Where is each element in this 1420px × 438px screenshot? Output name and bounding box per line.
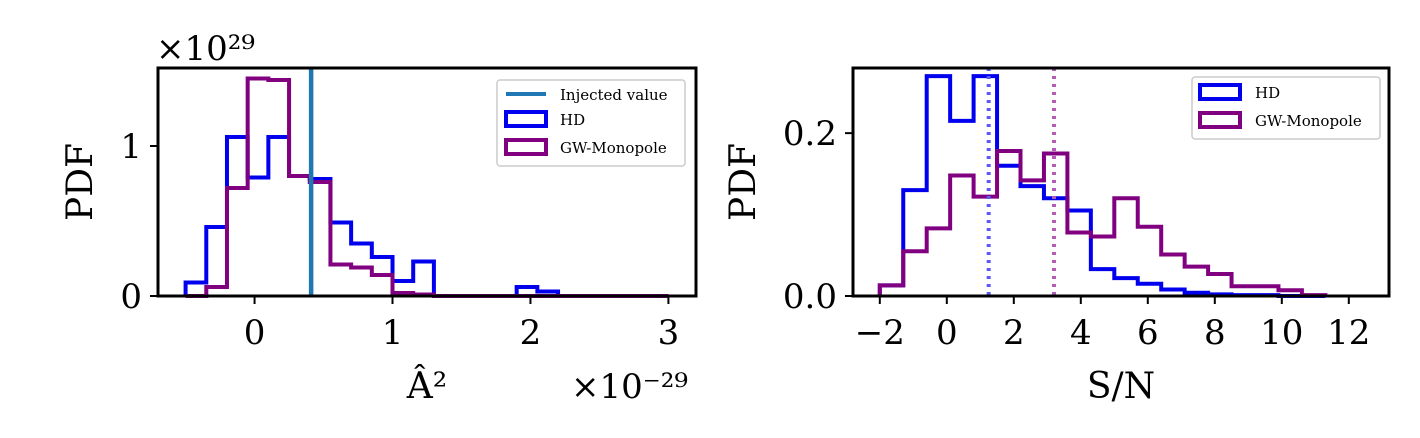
legend-hd-swatch: [504, 110, 548, 128]
right-y-label: PDF: [723, 143, 764, 221]
right-plot-area: [877, 68, 1328, 298]
legend-hd-label: HD: [560, 111, 585, 129]
panel-snr: −2 0 2 4 6 8 10 12 0.0 0.2 S/N PDF HD GW-Monopol…: [723, 66, 1391, 407]
y-tick-label: 0: [120, 277, 142, 317]
legend-monopole-label: GW-Monopole: [1255, 112, 1362, 130]
left-x-multiplier: ×10⁻²⁹: [571, 367, 688, 407]
x-tick-label: 2: [1003, 313, 1025, 353]
right-legend: HD GW-Monopole: [1191, 76, 1381, 140]
legend-hd-swatch: [1198, 83, 1242, 101]
y-tick-label: 1: [120, 127, 142, 167]
right-x-ticks: −2 0 2 4 6 8 10 12: [855, 296, 1370, 353]
left-y-ticks: 01: [120, 127, 158, 317]
x-tick-label: 1: [382, 313, 404, 353]
x-tick-label: 0: [244, 313, 266, 353]
left-axes-frame: [156, 66, 698, 298]
legend-monopole-swatch: [504, 138, 548, 156]
legend-monopole-label: GW-Monopole: [560, 139, 667, 157]
x-tick-label: 2: [520, 313, 542, 353]
legend-hd-label: HD: [1255, 84, 1280, 102]
left-y-multiplier: ×10²⁹: [156, 29, 255, 69]
x-tick-label: −2: [855, 313, 905, 353]
x-tick-label: 10: [1260, 313, 1303, 353]
histogram-hd-series: [877, 74, 1326, 298]
right-axes-frame: [851, 66, 1391, 298]
right-y-ticks: 0.0 0.2: [783, 114, 853, 317]
x-tick-label: 0: [936, 313, 958, 353]
legend-injected-label: Injected value: [560, 86, 668, 104]
left-x-ticks: 0 1 2 3: [244, 296, 679, 353]
x-tick-label: 3: [658, 313, 680, 353]
x-tick-label: 6: [1137, 313, 1159, 353]
left-x-label: Â²: [406, 365, 447, 407]
left-legend: Injected value HD GW-Monopole: [496, 79, 686, 167]
x-tick-label: 12: [1327, 313, 1370, 353]
y-tick-label: 0.0: [783, 277, 837, 317]
y-tick-label: 0.2: [783, 114, 837, 154]
x-tick-label: 8: [1204, 313, 1226, 353]
histogram-monopole-series: [877, 149, 1328, 298]
legend-monopole-swatch: [1198, 111, 1242, 129]
left-y-label: PDF: [60, 143, 101, 221]
x-tick-label: 4: [1070, 313, 1092, 353]
right-x-label: S/N: [1087, 366, 1155, 407]
